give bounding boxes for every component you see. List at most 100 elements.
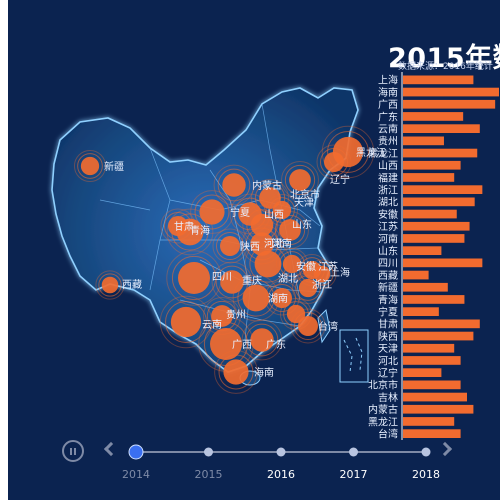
bubble-label: 江苏 bbox=[318, 260, 338, 273]
bar-label: 贵州 bbox=[378, 135, 398, 148]
bubble-label: 青海 bbox=[190, 224, 210, 237]
bar-青海[interactable] bbox=[403, 295, 465, 304]
bar-label: 河北 bbox=[378, 355, 398, 367]
bubble-label: 西藏 bbox=[122, 279, 142, 291]
bar-新疆[interactable] bbox=[403, 282, 448, 292]
bubble-重庆[interactable] bbox=[220, 270, 244, 294]
bar-四川[interactable] bbox=[403, 258, 483, 268]
bar-河南[interactable] bbox=[403, 234, 465, 243]
bubble-label: 云南 bbox=[202, 318, 222, 331]
bubble-halo bbox=[279, 297, 313, 331]
bar-内蒙古[interactable] bbox=[403, 404, 474, 414]
bubble-halo bbox=[165, 301, 207, 343]
bubble-湖北[interactable] bbox=[254, 250, 282, 278]
bubble-浙江[interactable] bbox=[298, 278, 318, 298]
bubble-云南[interactable] bbox=[170, 306, 202, 338]
bubble-广西[interactable] bbox=[210, 328, 242, 360]
bubble-海南[interactable] bbox=[223, 359, 249, 385]
timeline-year-label[interactable]: 2016 bbox=[267, 468, 295, 481]
bar-吉林[interactable] bbox=[403, 392, 467, 402]
timeline-point-2018[interactable] bbox=[421, 447, 431, 457]
bar-宁夏[interactable] bbox=[403, 307, 439, 316]
bubble-label: 内蒙古 bbox=[252, 179, 282, 192]
bubble-辽宁[interactable] bbox=[289, 169, 311, 191]
bubble-江西[interactable] bbox=[272, 288, 292, 308]
bar-海南[interactable] bbox=[403, 87, 499, 97]
bubble-西藏[interactable] bbox=[101, 276, 119, 294]
bubble-北京市[interactable] bbox=[259, 187, 281, 209]
bubble-吉林[interactable] bbox=[324, 152, 344, 172]
bubble-天津[interactable] bbox=[272, 200, 292, 220]
timeline-point-2016[interactable] bbox=[276, 447, 286, 457]
bubble-福建[interactable] bbox=[286, 304, 306, 324]
bar-label: 天津 bbox=[378, 343, 398, 355]
bar-福建[interactable] bbox=[403, 173, 455, 182]
bar-黑龙江[interactable] bbox=[403, 148, 478, 158]
bar-天津[interactable] bbox=[403, 343, 455, 353]
bubble-上海[interactable] bbox=[313, 265, 331, 283]
bubble-内蒙古[interactable] bbox=[222, 173, 246, 197]
bar-黑龙江[interactable] bbox=[403, 417, 455, 426]
bubble-广东[interactable] bbox=[250, 328, 274, 352]
bubble-四川[interactable] bbox=[178, 262, 210, 294]
bar-辽宁[interactable] bbox=[403, 368, 442, 377]
bar-山东[interactable] bbox=[403, 246, 442, 255]
bar-云南[interactable] bbox=[403, 124, 480, 133]
bubble-台湾[interactable] bbox=[298, 316, 318, 336]
bar-浙江[interactable] bbox=[403, 185, 483, 194]
bar-山西[interactable] bbox=[403, 160, 461, 170]
south-sea-inset bbox=[339, 329, 369, 383]
bubble-山东[interactable] bbox=[279, 219, 301, 241]
bar-label: 黑龙江 bbox=[368, 415, 398, 428]
bubble-青海[interactable] bbox=[176, 218, 204, 246]
bubble-halo bbox=[281, 161, 319, 199]
bubble-湖南[interactable] bbox=[242, 284, 270, 312]
timeline-point-2015[interactable] bbox=[204, 447, 213, 457]
bubble-贵州[interactable] bbox=[211, 305, 233, 327]
bar-台湾[interactable] bbox=[403, 429, 461, 438]
bubble-宁夏[interactable] bbox=[199, 199, 225, 225]
bar-上海[interactable] bbox=[403, 75, 474, 85]
bubble-label: 重庆 bbox=[242, 274, 262, 287]
timeline-point-2017[interactable] bbox=[349, 447, 358, 457]
timeline-year-label[interactable]: 2015 bbox=[195, 468, 223, 481]
bubble-halo bbox=[159, 295, 213, 349]
bubble-label: 四川 bbox=[212, 272, 232, 283]
bubble-halo bbox=[213, 164, 255, 206]
bar-label: 海南 bbox=[378, 86, 398, 99]
bubble-halo bbox=[95, 270, 125, 300]
bubble-label: 黑龙江 bbox=[356, 146, 386, 159]
bar-广西[interactable] bbox=[403, 99, 496, 109]
bar-label: 台湾 bbox=[378, 428, 398, 441]
timeline-year-label[interactable]: 2017 bbox=[340, 468, 368, 481]
bubble-label: 辽宁 bbox=[330, 173, 350, 186]
bar-西藏[interactable] bbox=[403, 270, 429, 280]
bubble-陕西[interactable] bbox=[220, 236, 240, 256]
bubble-halo bbox=[283, 301, 309, 327]
chart-subtitle: 数据来源：2016年统计 bbox=[398, 62, 493, 72]
play-pause-button[interactable] bbox=[62, 440, 84, 462]
timeline-year-label[interactable]: 2018 bbox=[412, 468, 440, 481]
bar-甘肃[interactable] bbox=[403, 319, 480, 329]
bubble-新疆[interactable] bbox=[80, 156, 100, 176]
bubble-halo bbox=[190, 190, 234, 234]
bubble-halo bbox=[264, 280, 300, 316]
bubble-halo bbox=[291, 271, 325, 305]
bubble-halo bbox=[166, 208, 214, 256]
bar-江苏[interactable] bbox=[403, 221, 470, 231]
bubble-halo bbox=[241, 319, 283, 361]
bubble-halo bbox=[327, 131, 369, 173]
bubble-河北[interactable] bbox=[250, 213, 274, 237]
bar-北京市[interactable] bbox=[403, 380, 461, 390]
bar-label: 浙江 bbox=[378, 185, 398, 197]
bubble-安徽[interactable] bbox=[282, 254, 302, 274]
bar-广东[interactable] bbox=[403, 112, 464, 121]
timeline-point-2014[interactable] bbox=[128, 444, 144, 460]
bar-陕西[interactable] bbox=[403, 331, 474, 341]
bar-湖北[interactable] bbox=[403, 197, 475, 207]
bar-安徽[interactable] bbox=[403, 209, 457, 219]
bar-河北[interactable] bbox=[403, 356, 461, 365]
timeline-year-label[interactable]: 2014 bbox=[122, 468, 150, 481]
bar-贵州[interactable] bbox=[403, 136, 444, 146]
